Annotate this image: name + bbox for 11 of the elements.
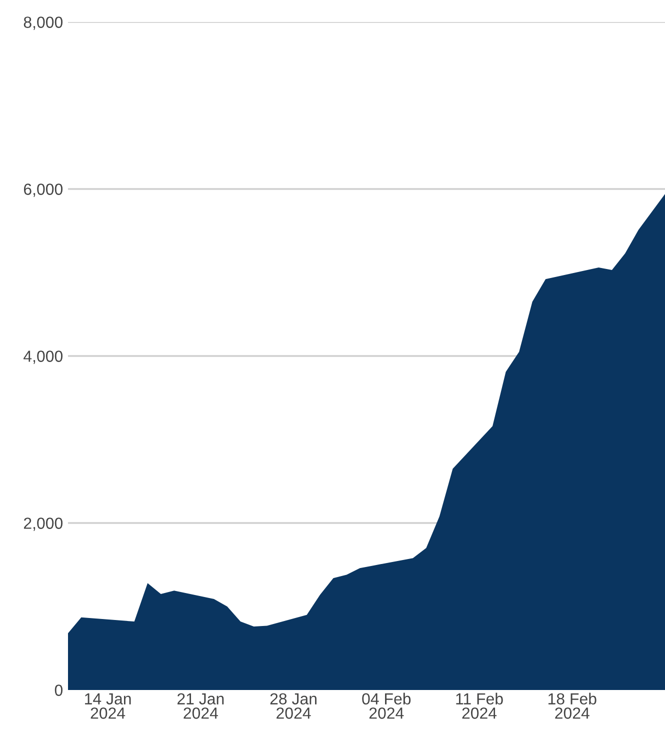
x-tick-label: 18 Feb 2024 (548, 692, 596, 719)
y-tick-label: 2,000 (24, 518, 63, 531)
x-tick-label: 04 Feb 2024 (362, 692, 411, 719)
y-tick-label: 4,000 (24, 350, 63, 364)
x-tick-label: 21 Jan 2024 (177, 693, 224, 719)
x-tick-label: 11 Feb 2024 (456, 692, 503, 719)
y-tick-label: 6,000 (24, 184, 63, 197)
y-tick-label: 8,000 (24, 16, 63, 30)
x-tick-label: 14 Jan 2024 (85, 693, 131, 719)
x-tick-label: 28 Jan 2024 (270, 693, 316, 719)
y-tick-label: 0 (54, 684, 63, 696)
